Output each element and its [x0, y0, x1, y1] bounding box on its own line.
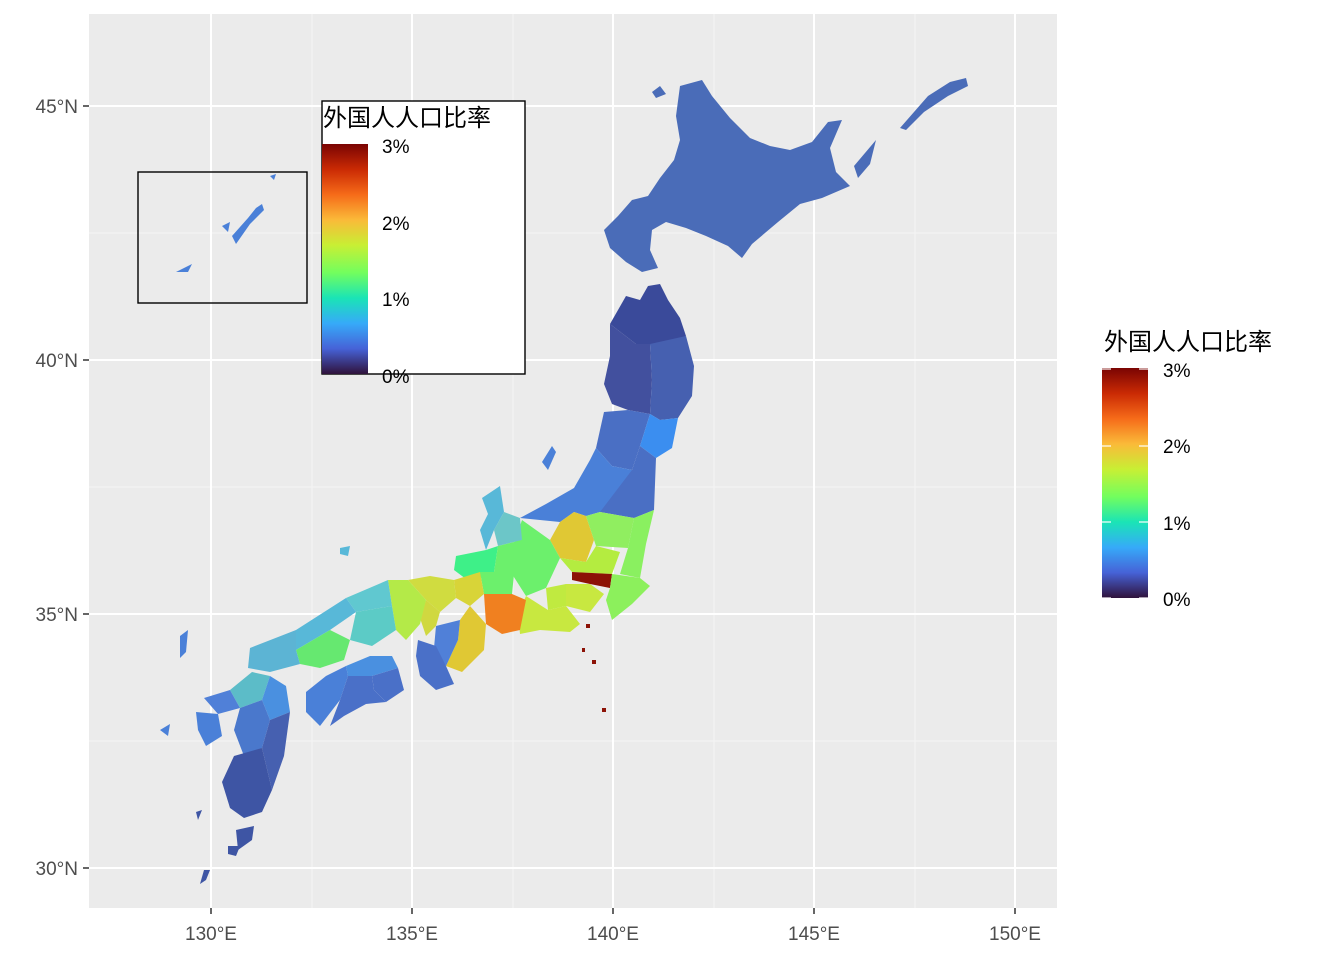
y-tick-label-40n: 40°N [36, 351, 78, 372]
prefecture-tokushima [372, 668, 404, 702]
legend-tick-3: 3% [1163, 361, 1191, 382]
prefecture-tochigi [586, 512, 634, 548]
prefecture-saitama [560, 546, 620, 574]
inset-legend-tick-3: 3% [382, 137, 410, 158]
prefecture-tokyo [572, 572, 612, 588]
x-tick-label-135e: 135°E [386, 924, 438, 945]
legend-tick-2: 2% [1163, 437, 1191, 458]
prefecture-nagasaki [196, 712, 222, 746]
prefecture-fukushima [596, 446, 656, 518]
prefecture-ibaraki [620, 510, 654, 578]
prefecture-aichi [484, 594, 526, 634]
izu-islands [582, 624, 606, 712]
western-islands [160, 630, 188, 736]
inset-legend-tick-2: 2% [382, 214, 410, 235]
prefecture-fukuoka [230, 672, 270, 708]
okinawa-inset-frame [137, 171, 308, 304]
prefecture-ishikawa [480, 486, 504, 550]
prefecture-nara [434, 620, 460, 666]
prefecture-shizuoka [518, 596, 580, 634]
prefecture-hyogo [388, 580, 426, 640]
prefecture-kagawa [346, 656, 398, 676]
inset-legend-title: 外国人人口比率 [323, 104, 491, 132]
prefecture-saga [204, 690, 240, 714]
prefecture-tottori [346, 580, 392, 612]
prefecture-hiroshima [296, 630, 350, 668]
prefecture-chiba [606, 574, 650, 620]
legend-title: 外国人人口比率 [1104, 328, 1272, 356]
legend: 外国人人口比率 3% 2% 1% 0% [1102, 328, 1272, 611]
x-tick-label-130e: 130°E [185, 924, 237, 945]
prefecture-kanagawa [566, 584, 604, 612]
island-rishiri [652, 86, 666, 98]
legend-tick-0: 0% [1163, 590, 1191, 611]
southern-islands [196, 810, 254, 884]
prefecture-yamanashi [546, 584, 566, 610]
prefecture-nagano [512, 520, 560, 596]
inset-legend-tick-1: 1% [382, 290, 410, 311]
y-tick-label-30n: 30°N [36, 859, 78, 880]
inset-legend-tick-0: 0% [382, 367, 410, 388]
y-tick-label-45n: 45°N [36, 97, 78, 118]
legend-colorbar [1102, 368, 1148, 598]
legend-tick-1: 1% [1163, 514, 1191, 535]
prefecture-iwate [650, 336, 694, 420]
prefecture-ehime [306, 666, 348, 726]
prefecture-gunma [550, 512, 594, 562]
prefecture-hokkaido [604, 80, 850, 272]
prefecture-gifu [480, 540, 522, 594]
prefecture-osaka [420, 600, 440, 636]
prefecture-shimane [296, 598, 356, 650]
y-tick-label-35n: 35°N [36, 605, 78, 626]
island-kunashiri [900, 78, 968, 130]
x-tick-label-140e: 140°E [587, 924, 639, 945]
prefecture-miyazaki [262, 712, 290, 790]
prefecture-kagoshima [222, 748, 272, 818]
prefecture-niigata [520, 448, 632, 522]
x-axis: 130°E 135°E 140°E 145°E 150°E [185, 908, 1041, 945]
y-axis: 30°N 35°N 40°N 45°N [36, 97, 89, 880]
prefecture-miyagi [640, 414, 678, 458]
prefecture-toyama [494, 512, 522, 546]
island-sado [542, 446, 556, 470]
island-oki [340, 546, 350, 556]
prefecture-mie [446, 606, 486, 672]
prefecture-yamagata [596, 410, 650, 470]
x-tick-label-150e: 150°E [989, 924, 1041, 945]
prefecture-kumamoto [234, 700, 270, 756]
prefecture-wakayama [416, 640, 454, 690]
okinawa-islands [176, 174, 276, 272]
inset-legend-colorbar [322, 144, 368, 374]
prefecture-oita [262, 676, 290, 720]
prefecture-akita [604, 324, 652, 414]
prefecture-kyoto [408, 576, 456, 612]
prefecture-yamaguchi [248, 630, 300, 672]
prefecture-kochi [330, 676, 386, 726]
prefecture-shiga [454, 572, 484, 606]
x-tick-label-145e: 145°E [788, 924, 840, 945]
prefecture-aomori [610, 284, 686, 346]
island-iturup [854, 140, 876, 178]
prefecture-okayama [350, 606, 396, 646]
